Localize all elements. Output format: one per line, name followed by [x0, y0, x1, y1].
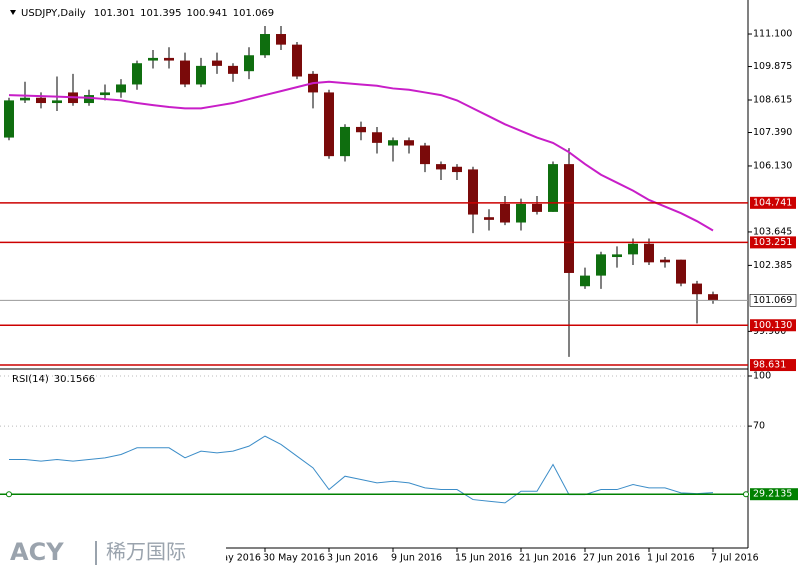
rsi-level-label: 29.2135: [753, 489, 792, 500]
x-tick-label: 27 Jun 2016: [583, 553, 640, 564]
x-tick-label: 24 May 2016: [199, 553, 261, 564]
candle-body: [580, 275, 590, 287]
watermark-box: [0, 535, 226, 574]
x-tick-label: 1 Jul 2016: [647, 553, 695, 564]
candle-body: [708, 294, 718, 301]
y-tick-label: 70: [753, 421, 765, 432]
candle-body: [596, 254, 606, 276]
candle-body: [52, 100, 62, 104]
ohlc-open: 101.301: [94, 8, 135, 19]
x-tick-label: 30 May 2016: [263, 553, 325, 564]
menu-arrow: [10, 10, 16, 15]
candle-body: [276, 34, 286, 45]
candle-body: [372, 132, 382, 143]
candle-body: [404, 140, 414, 146]
level-label: 100.130: [753, 320, 792, 331]
candle-body: [324, 92, 334, 157]
candle-body: [660, 259, 670, 263]
candle-body: [564, 164, 574, 273]
watermark: ACY 稀万国际: [0, 535, 226, 574]
level-label-box: [750, 196, 796, 209]
candle-body: [84, 95, 94, 104]
x-tick-label: 9 Jun 2016: [391, 553, 442, 564]
y-tick-label: 102.385: [753, 260, 792, 271]
y-tick-label: 111.100: [753, 29, 792, 40]
candle-body: [484, 217, 494, 220]
candle-body: [356, 126, 366, 133]
candle-body: [196, 65, 206, 85]
candle-body: [532, 203, 542, 212]
price-label: 101.069: [753, 295, 792, 306]
level-label: 104.741: [753, 197, 792, 208]
candle-body: [388, 140, 398, 146]
x-tick-label: 7 Jul 2016: [711, 553, 759, 564]
level-label-box: [750, 319, 796, 332]
x-tick-label: 15 Jun 2016: [455, 553, 512, 564]
x-tick-label: 21 Jun 2016: [519, 553, 576, 564]
candle-body: [452, 166, 462, 173]
candle-body: [612, 254, 622, 258]
rsi-name: RSI(14): [12, 374, 49, 385]
candle-body: [260, 34, 270, 56]
candle-body: [692, 283, 702, 295]
candle-body: [36, 97, 46, 104]
candle-body: [436, 164, 446, 170]
price-label-box: [749, 294, 797, 307]
level-handle: [6, 491, 12, 498]
candle-body: [116, 84, 126, 93]
y-tick-label: 107.390: [753, 127, 792, 138]
plot: 111.100 109.875 108.615 107.390 106.130 103.6…: [0, 26, 798, 564]
rsi-line: [9, 435, 714, 504]
candle-body: [340, 126, 350, 157]
ohlc-low: 100.941: [186, 8, 227, 19]
rsi-title: RSI(14) 30.1566: [12, 374, 95, 385]
brand-name: 稀万国际: [106, 540, 186, 564]
level-handle: [743, 491, 749, 498]
level-label-box: [750, 236, 796, 249]
candle-body: [468, 169, 478, 215]
candle-body: [420, 145, 430, 165]
candle-body: [164, 57, 174, 61]
candle-body: [516, 203, 526, 223]
candle-body: [292, 44, 302, 77]
candle-body: [132, 63, 142, 85]
level-label: 103.251: [753, 237, 792, 248]
y-tick-label: 108.615: [753, 94, 792, 105]
candle-body: [676, 259, 686, 284]
candle-body: [4, 100, 14, 138]
candle-body: [180, 60, 190, 85]
level-label-box: [750, 359, 796, 372]
candle-body: [212, 60, 222, 66]
candle-body: [228, 65, 238, 74]
y-tick-label: 99.900: [753, 326, 786, 337]
level-label: 98.631: [753, 360, 786, 371]
ohlc-close: 101.069: [233, 8, 274, 19]
candle-body: [100, 92, 110, 96]
brand: ACY: [10, 538, 64, 566]
candle-body: [148, 57, 158, 61]
x-tick-label: 3 Jun 2016: [327, 553, 378, 564]
chart-title: USDJPY,Daily 101.301 101.395 100.941 101.069: [21, 8, 274, 19]
y-tick-label: 106.130: [753, 160, 792, 171]
rsi-level-box: [750, 488, 798, 501]
candle-body: [628, 243, 638, 255]
candle-body: [20, 97, 30, 101]
moving-average: [8, 80, 714, 232]
y-tick-label: 100: [753, 371, 771, 382]
y-tick-label: 109.875: [753, 61, 792, 72]
y-tick-label: 103.645: [753, 226, 792, 237]
rsi-value: 30.1566: [54, 374, 95, 385]
candle-body: [244, 55, 254, 72]
candle-body: [500, 203, 510, 223]
symbol: USDJPY,Daily: [21, 8, 86, 19]
ohlc-high: 101.395: [140, 8, 181, 19]
candle-body: [548, 164, 558, 212]
candle-body: [644, 243, 654, 263]
